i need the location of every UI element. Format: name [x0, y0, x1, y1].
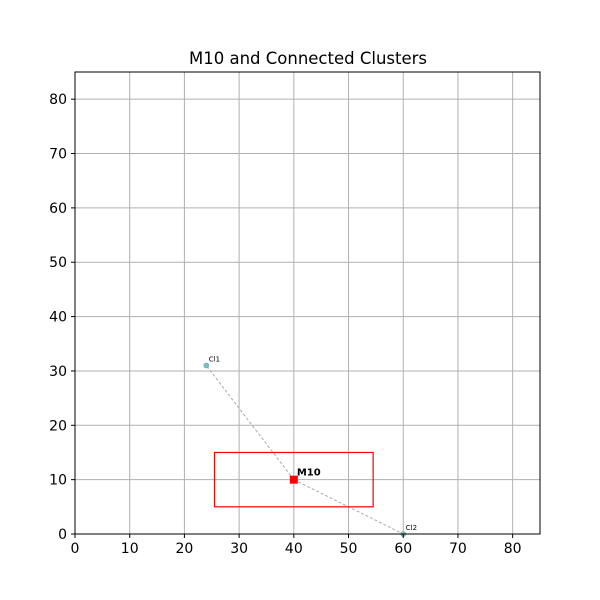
point-label-cl2: Cl2 — [406, 524, 417, 532]
point-label-cl1: Cl1 — [209, 356, 220, 364]
y-tick-label: 10 — [49, 473, 67, 489]
y-tick-label: 40 — [49, 310, 67, 326]
y-tick-label: 0 — [58, 527, 67, 543]
y-tick-label: 70 — [49, 147, 67, 163]
x-tick-label: 40 — [285, 541, 303, 557]
x-tick-label: 70 — [449, 541, 467, 557]
plot-frame — [74, 71, 541, 535]
region-box — [213, 451, 374, 508]
x-tick-label: 60 — [394, 541, 412, 557]
y-tick-label: 80 — [49, 92, 67, 108]
connection-line-cl1 — [205, 365, 295, 480]
axis-ticks: 0 10 20 30 40 50 60 70 80 0 10 20 30 40 50 60 70 80 — [49, 92, 521, 557]
y-tick-label: 20 — [49, 418, 67, 434]
y-tick-label: 30 — [49, 364, 67, 380]
point-cl1 — [203, 362, 210, 369]
y-tick-label: 60 — [49, 201, 67, 217]
x-tick-label: 10 — [121, 541, 139, 557]
x-tick-label: 0 — [71, 541, 80, 557]
y-tick-label: 50 — [49, 255, 67, 271]
x-tick-label: 50 — [340, 541, 358, 557]
region-box-layer — [213, 451, 374, 508]
connection-lines — [205, 365, 404, 535]
point-m10 — [289, 475, 298, 484]
x-tick-label: 20 — [175, 541, 193, 557]
point-label-m10: M10 — [297, 468, 321, 479]
grid — [74, 72, 540, 535]
chart-title: M10 and Connected Clusters — [189, 49, 427, 68]
x-tick-label: 80 — [504, 541, 522, 557]
x-tick-label: 30 — [230, 541, 248, 557]
data-points: M10 Cl1 Cl2 — [203, 356, 417, 537]
